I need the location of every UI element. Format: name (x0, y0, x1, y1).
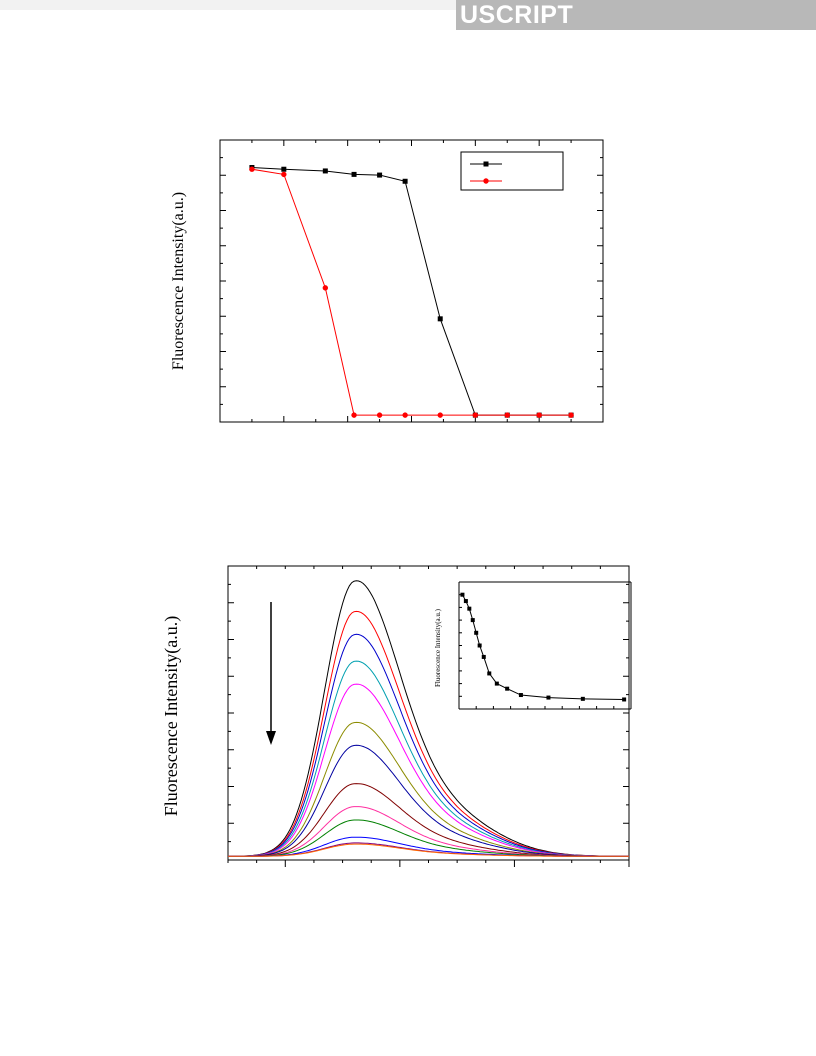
data-point (437, 412, 443, 418)
data-point (568, 412, 574, 418)
data-point (481, 654, 486, 659)
legend-box (460, 151, 564, 191)
spectrum-line-3 (228, 633, 629, 857)
spectrum-line-4 (228, 660, 629, 857)
data-point (505, 686, 510, 691)
data-point (580, 696, 585, 701)
manuscript-banner: USCRIPT (456, 0, 816, 30)
data-point (474, 630, 479, 635)
data-point (376, 412, 383, 418)
chart-1-plot: Fluorescence Intensity(a.u.) (170, 139, 604, 423)
data-point (377, 172, 383, 178)
spectrum-line-5 (228, 683, 629, 857)
data-point (463, 599, 468, 604)
data-point (322, 168, 328, 174)
data-point (437, 316, 443, 322)
data-point (470, 618, 475, 623)
data-point (249, 166, 255, 172)
data-point (546, 695, 551, 700)
data-point (622, 697, 627, 702)
y-axis-label: Fluorescence Intensity(a.u.) (170, 192, 187, 370)
top-strip (0, 0, 816, 10)
data-point (322, 285, 329, 291)
data-point (536, 412, 542, 418)
series-line-1 (251, 167, 572, 416)
legend-marker-2 (483, 178, 489, 184)
spectrum-line-2 (228, 610, 629, 857)
spectrum-line-13 (228, 843, 629, 857)
data-point (487, 671, 492, 676)
arrow-head (266, 731, 276, 745)
data-point (467, 606, 472, 611)
data-point (494, 681, 499, 686)
data-point (351, 412, 357, 418)
data-point (472, 412, 479, 418)
data-point (281, 166, 287, 172)
inset-plot: Fluorescence Intensity(a.u.) (434, 581, 632, 710)
plot-frame (227, 565, 630, 861)
y-axis-label: Fluorescence Intensity(a.u.) (161, 616, 182, 816)
y-axis-label: Fluorescence Intensity(a.u.) (434, 608, 442, 687)
data-point (281, 171, 287, 178)
inset-line (462, 594, 625, 700)
chart-2-plot: Fluorescence Intensity(a.u.) (161, 565, 630, 867)
data-point (477, 643, 482, 648)
banner-text: USCRIPT (460, 1, 574, 29)
data-point (504, 412, 510, 418)
legend-marker-1 (483, 161, 489, 167)
data-point (460, 592, 465, 597)
data-point (402, 412, 408, 418)
data-point (351, 171, 357, 177)
data-point (518, 693, 523, 698)
data-point (402, 178, 408, 184)
